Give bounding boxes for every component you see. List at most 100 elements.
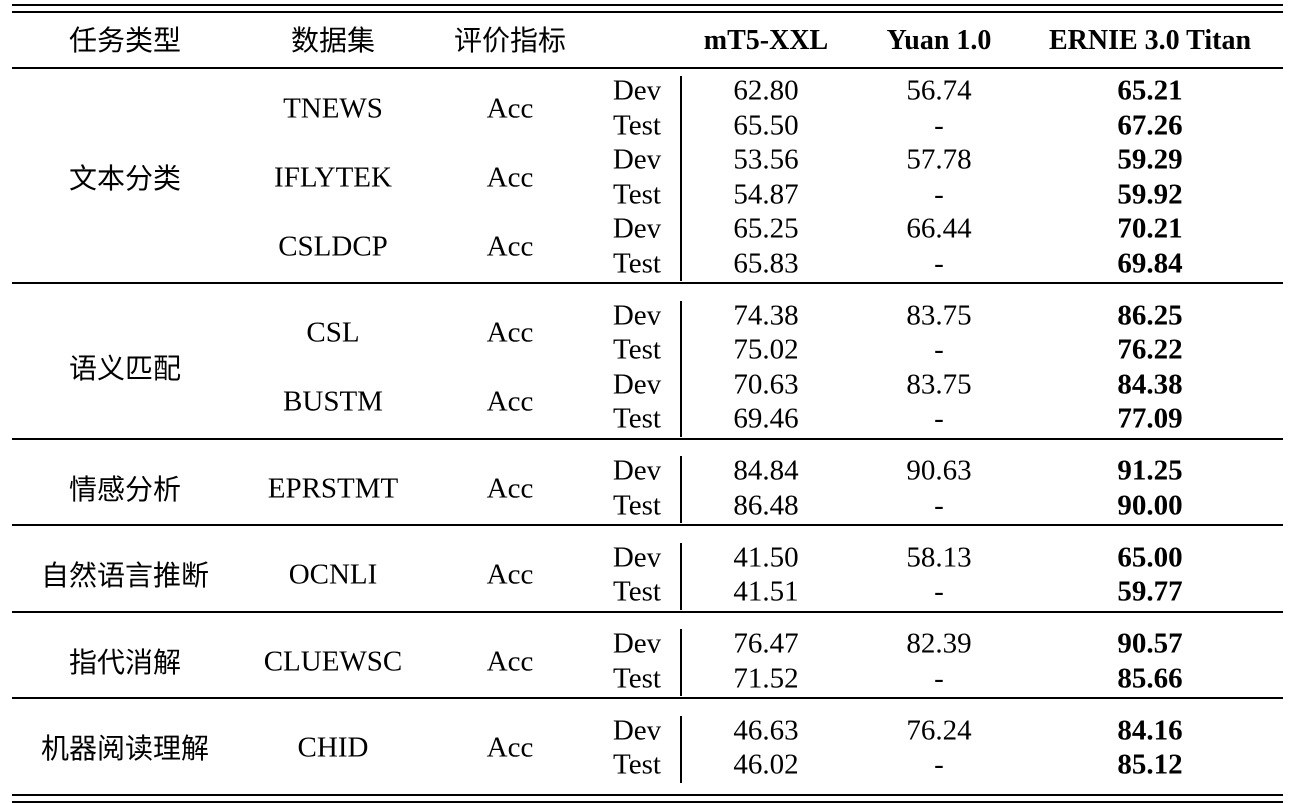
- score-ernie: 70.21: [1117, 212, 1183, 245]
- score-ernie: 86.25: [1117, 299, 1183, 332]
- split-label: Test: [613, 575, 661, 608]
- score-ernie: 90.00: [1117, 489, 1183, 522]
- table-rule: [12, 282, 1283, 284]
- score-mt5: 46.02: [733, 748, 799, 781]
- score-mt5: 76.47: [733, 627, 799, 660]
- dataset-name: IFLYTEK: [274, 161, 392, 193]
- split-divider: [680, 456, 682, 523]
- header-model: ERNIE 3.0 Titan: [1048, 25, 1252, 56]
- score-yuan: -: [934, 247, 944, 280]
- score-ernie: 84.16: [1117, 714, 1183, 747]
- header-model: mT5-XXL: [703, 25, 829, 56]
- score-ernie: 77.09: [1117, 402, 1183, 435]
- split-label: Test: [613, 489, 661, 522]
- split-label: Dev: [612, 627, 662, 660]
- table-rule: [12, 67, 1283, 69]
- split-label: Test: [613, 333, 661, 366]
- score-mt5: 65.25: [733, 212, 799, 245]
- score-ernie: 67.26: [1117, 109, 1183, 142]
- dataset-name: TNEWS: [283, 92, 383, 124]
- split-divider: [680, 300, 682, 437]
- table-rule: [12, 610, 1283, 613]
- score-yuan: 56.74: [906, 74, 972, 107]
- split-label: Dev: [612, 541, 662, 574]
- split-label: Test: [613, 402, 661, 435]
- score-yuan: 66.44: [906, 212, 972, 245]
- score-yuan: -: [934, 662, 944, 695]
- table-rule: [12, 793, 1283, 796]
- score-mt5: 65.83: [733, 247, 799, 280]
- dataset-name: CSL: [306, 316, 360, 349]
- task-type-label: 自然语言推断: [40, 559, 210, 592]
- task-type-label: 语义匹配: [68, 351, 182, 385]
- score-mt5: 86.48: [733, 489, 799, 522]
- score-ernie: 59.77: [1117, 575, 1183, 608]
- score-mt5: 62.80: [733, 74, 799, 107]
- score-mt5: 54.87: [733, 178, 799, 211]
- split-divider: [680, 715, 682, 783]
- metric-name: Acc: [486, 161, 534, 193]
- score-yuan: 83.75: [906, 299, 972, 332]
- metric-name: Acc: [486, 385, 534, 418]
- score-ernie: 65.21: [1117, 74, 1183, 107]
- score-mt5: 46.63: [733, 714, 799, 747]
- score-mt5: 74.38: [733, 299, 799, 332]
- split-label: Test: [613, 178, 661, 211]
- score-mt5: 41.50: [733, 541, 799, 574]
- dataset-name: OCNLI: [288, 558, 378, 591]
- metric-name: Acc: [486, 316, 534, 349]
- split-label: Test: [613, 662, 661, 695]
- split-label: Test: [613, 109, 661, 142]
- split-label: Dev: [612, 143, 662, 176]
- score-yuan: 58.13: [906, 541, 972, 574]
- header-metric: 评价指标: [453, 24, 567, 57]
- task-type-label: 情感分析: [68, 472, 182, 506]
- score-yuan: -: [934, 109, 944, 142]
- split-label: Dev: [612, 454, 662, 487]
- task-type-label: 机器阅读理解: [40, 732, 210, 765]
- score-ernie: 76.22: [1117, 333, 1183, 366]
- split-divider: [680, 629, 682, 696]
- table-rule: [12, 524, 1283, 526]
- score-yuan: 83.75: [906, 368, 972, 401]
- split-label: Test: [613, 247, 661, 280]
- dataset-name: EPRSTMT: [267, 472, 399, 504]
- score-mt5: 41.51: [733, 575, 799, 608]
- table-rule: [12, 11, 1283, 13]
- metric-name: Acc: [486, 92, 534, 124]
- score-yuan: 76.24: [906, 714, 972, 747]
- task-type-label: 文本分类: [68, 161, 182, 195]
- score-yuan: -: [934, 575, 944, 608]
- score-mt5: 70.63: [733, 368, 799, 401]
- split-label: Dev: [612, 299, 662, 332]
- score-ernie: 84.38: [1117, 368, 1183, 401]
- split-divider: [680, 76, 682, 281]
- split-label: Dev: [612, 714, 662, 747]
- score-mt5: 75.02: [733, 333, 799, 366]
- metric-name: Acc: [486, 230, 534, 262]
- score-yuan: -: [934, 178, 944, 211]
- table-rule: [12, 437, 1283, 440]
- dataset-name: CHID: [297, 731, 369, 764]
- score-yuan: 90.63: [906, 454, 972, 487]
- score-mt5: 69.46: [733, 402, 799, 435]
- score-mt5: 53.56: [733, 143, 799, 176]
- table-rule: [12, 697, 1283, 699]
- score-yuan: -: [934, 402, 944, 435]
- score-yuan: -: [934, 333, 944, 366]
- score-ernie: 59.92: [1117, 178, 1183, 211]
- split-label: Test: [613, 748, 661, 781]
- split-label: Dev: [612, 368, 662, 401]
- dataset-name: CSLDCP: [278, 230, 388, 262]
- score-ernie: 59.29: [1117, 143, 1183, 176]
- score-mt5: 65.50: [733, 109, 799, 142]
- score-ernie: 85.12: [1117, 748, 1183, 781]
- dataset-name: BUSTM: [283, 385, 383, 418]
- metric-name: Acc: [486, 731, 534, 764]
- score-yuan: 82.39: [906, 627, 972, 660]
- score-ernie: 69.84: [1117, 247, 1183, 280]
- score-yuan: -: [934, 748, 944, 781]
- split-label: Dev: [612, 74, 662, 107]
- metric-name: Acc: [486, 472, 534, 504]
